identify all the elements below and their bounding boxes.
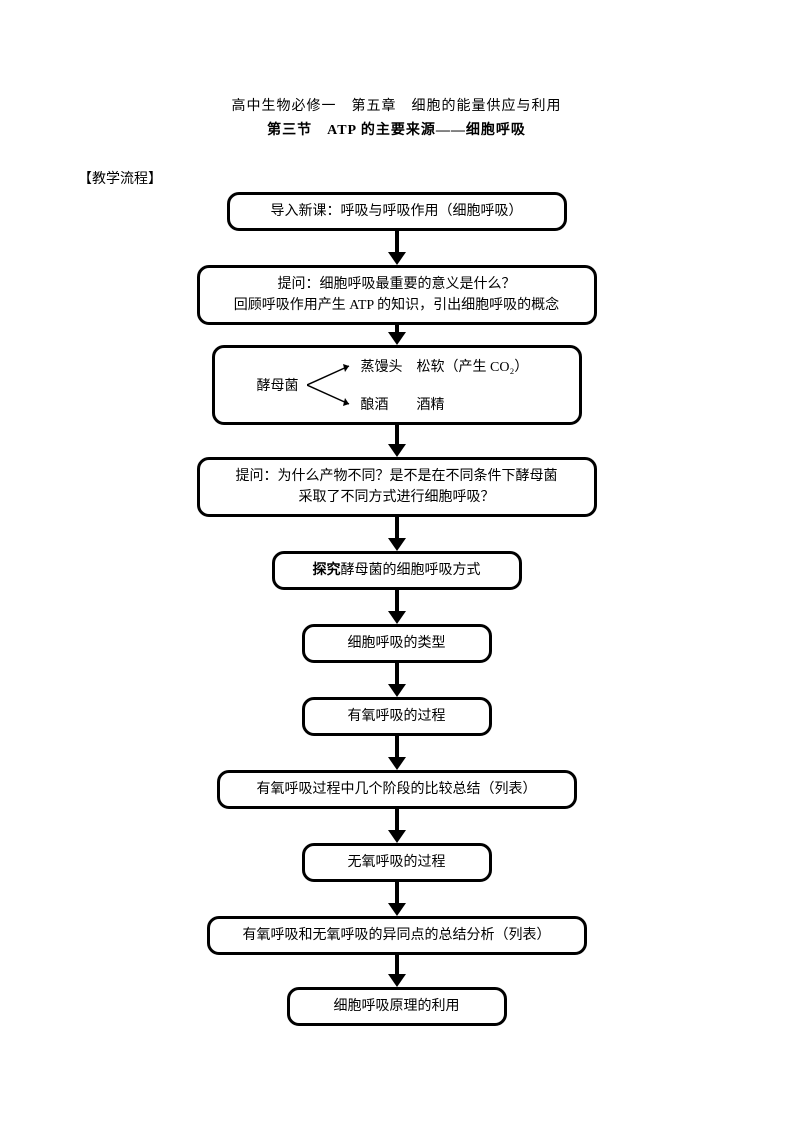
- node-text: 有氧呼吸过程中几个阶段的比较总结（列表）: [257, 779, 537, 800]
- flow-node-11: 细胞呼吸原理的利用: [287, 987, 507, 1026]
- section-label: 【教学流程】: [78, 168, 162, 188]
- flow-node-1: 导入新课：呼吸与呼吸作用（细胞呼吸）: [227, 192, 567, 231]
- arrow-line: [395, 955, 399, 975]
- arrow-head-icon: [388, 757, 406, 770]
- flowchart-container: 导入新课：呼吸与呼吸作用（细胞呼吸） 提问：细胞呼吸最重要的意义是什么？ 回顾呼…: [0, 192, 793, 1026]
- flow-node-3-branch: 酵母菌 蒸馒头 松软（产生 CO₂） 酿酒 酒精: [212, 345, 582, 425]
- flow-arrow: [388, 517, 406, 551]
- title-line-2: 第三节 ATP 的主要来源——细胞呼吸: [0, 119, 793, 139]
- bold-prefix: 探究: [313, 563, 341, 578]
- arrow-line: [395, 809, 399, 831]
- branch-option-1: 蒸馒头 松软（产生 CO₂）: [361, 356, 529, 376]
- arrow-head-icon: [388, 684, 406, 697]
- branch-right-container: 蒸馒头 松软（产生 CO₂） 酿酒 酒精: [357, 356, 529, 414]
- flow-arrow: [388, 882, 406, 916]
- branch-option-2: 酿酒 酒精: [361, 394, 529, 414]
- node-text-line: 回顾呼吸作用产生 ATP 的知识，引出细胞呼吸的概念: [234, 295, 559, 316]
- flow-arrow: [388, 736, 406, 770]
- arrow-head-icon: [388, 252, 406, 265]
- node-text: 有氧呼吸和无氧呼吸的异同点的总结分析（列表）: [243, 925, 551, 946]
- flow-arrow: [388, 663, 406, 697]
- flow-node-5: 探究酵母菌的细胞呼吸方式: [272, 551, 522, 590]
- flow-node-2: 提问：细胞呼吸最重要的意义是什么？ 回顾呼吸作用产生 ATP 的知识，引出细胞呼…: [197, 265, 597, 325]
- branch-left-label: 酵母菌: [229, 375, 307, 395]
- arrow-line: [395, 882, 399, 904]
- flow-node-10: 有氧呼吸和无氧呼吸的异同点的总结分析（列表）: [207, 916, 587, 955]
- title-line-1: 高中生物必修一 第五章 细胞的能量供应与利用: [0, 95, 793, 115]
- node-text: 有氧呼吸的过程: [348, 706, 446, 727]
- arrow-line: [395, 736, 399, 758]
- flow-arrow: [388, 809, 406, 843]
- arrow-head-icon: [388, 332, 406, 345]
- rest-text: 酵母菌的细胞呼吸方式: [341, 563, 481, 578]
- arrow-line: [395, 590, 399, 612]
- document-header: 高中生物必修一 第五章 细胞的能量供应与利用 第三节 ATP 的主要来源——细胞…: [0, 0, 793, 139]
- node-text-line: 提问：细胞呼吸最重要的意义是什么？: [278, 274, 516, 295]
- arrow-head-icon: [388, 903, 406, 916]
- flow-node-7: 有氧呼吸的过程: [302, 697, 492, 736]
- flow-node-6: 细胞呼吸的类型: [302, 624, 492, 663]
- flow-arrow: [388, 955, 406, 987]
- arrow-head-icon: [388, 974, 406, 987]
- node-text: 细胞呼吸原理的利用: [334, 996, 460, 1017]
- flow-arrow: [388, 590, 406, 624]
- arrow-head-icon: [388, 830, 406, 843]
- branch-split-icon: [307, 360, 357, 410]
- flow-node-8: 有氧呼吸过程中几个阶段的比较总结（列表）: [217, 770, 577, 809]
- arrow-line: [395, 231, 399, 253]
- node-text: 无氧呼吸的过程: [348, 852, 446, 873]
- arrow-line: [395, 517, 399, 539]
- node-text-line: 提问：为什么产物不同？是不是在不同条件下酵母菌: [236, 466, 558, 487]
- flow-node-4: 提问：为什么产物不同？是不是在不同条件下酵母菌 采取了不同方式进行细胞呼吸？: [197, 457, 597, 517]
- flow-arrow: [388, 325, 406, 345]
- node-text: 导入新课：呼吸与呼吸作用（细胞呼吸）: [271, 201, 523, 222]
- node-text-line: 采取了不同方式进行细胞呼吸？: [299, 487, 495, 508]
- node-text: 探究酵母菌的细胞呼吸方式: [313, 560, 481, 581]
- flow-arrow: [388, 231, 406, 265]
- arrow-line: [395, 663, 399, 685]
- arrow-head-icon: [388, 611, 406, 624]
- arrow-head-icon: [388, 444, 406, 457]
- arrow-line: [395, 425, 399, 445]
- flow-node-9: 无氧呼吸的过程: [302, 843, 492, 882]
- node-text: 细胞呼吸的类型: [348, 633, 446, 654]
- flow-arrow: [388, 425, 406, 457]
- arrow-head-icon: [388, 538, 406, 551]
